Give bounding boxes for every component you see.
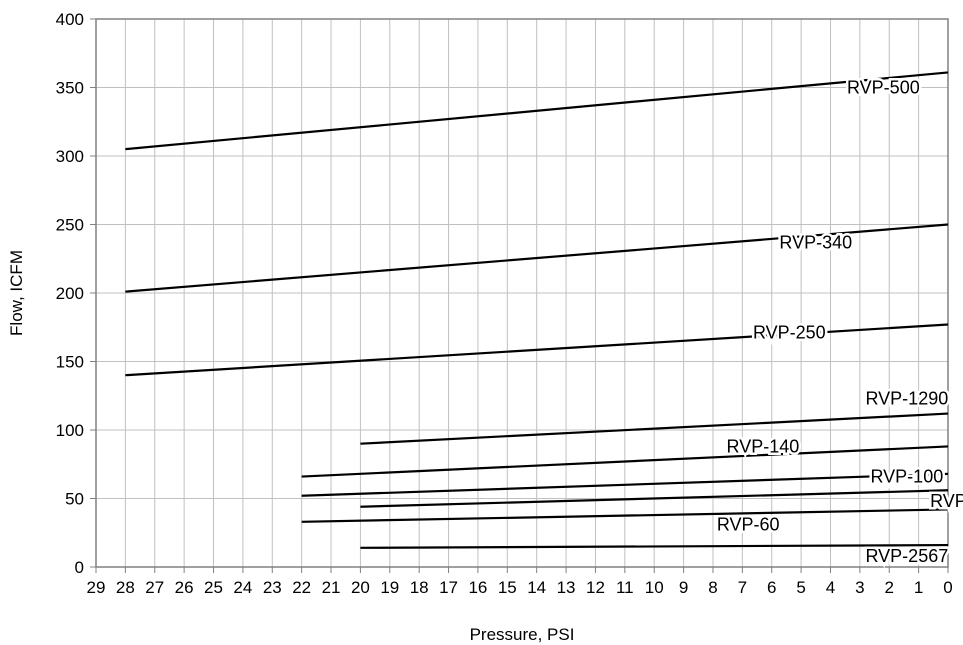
x-tick-label: 9 [679, 578, 688, 597]
x-tick-label: 18 [410, 578, 429, 597]
y-tick-label: 0 [75, 558, 84, 577]
x-axis-title: Pressure, PSI [470, 625, 575, 644]
y-tick-label: 50 [65, 490, 84, 509]
x-tick-label: 7 [738, 578, 747, 597]
x-tick-label: 12 [586, 578, 605, 597]
series-label: RVP-500 [847, 78, 920, 98]
x-tick-label: 1 [914, 578, 923, 597]
x-tick-label: 24 [233, 578, 252, 597]
x-tick-label: 5 [796, 578, 805, 597]
x-tick-label: 10 [645, 578, 664, 597]
x-tick-label: 29 [87, 578, 106, 597]
x-tick-label: 11 [616, 578, 634, 597]
x-tick-label: 0 [943, 578, 952, 597]
x-tick-label: 6 [767, 578, 776, 597]
series-line [301, 445, 949, 478]
x-tick-label: 28 [116, 578, 135, 597]
y-axis-title: Flow, ICFM [7, 250, 26, 336]
x-tick-label: 8 [708, 578, 717, 597]
x-tick-label: 27 [145, 578, 164, 597]
series-label: RVP-60 [717, 515, 780, 535]
series-label: RVP-140 [727, 436, 800, 456]
x-tick-label: 17 [439, 578, 458, 597]
series-label: RVP-1290 [866, 388, 949, 408]
x-tick-label: 20 [351, 578, 370, 597]
x-tick-label: 15 [498, 578, 517, 597]
y-tick-label: 250 [56, 216, 84, 235]
series-line [125, 223, 949, 293]
series-label: RVP-6066 [930, 491, 963, 511]
x-tick-label: 23 [263, 578, 282, 597]
x-tick-label: 4 [826, 578, 835, 597]
series-line [360, 543, 949, 549]
series-label: RVP-250 [753, 323, 826, 343]
x-tick-label: 26 [175, 578, 194, 597]
series-line [125, 323, 949, 377]
x-tick-label: 19 [380, 578, 399, 597]
y-tick-label: 400 [56, 10, 84, 29]
x-tick-label: 3 [855, 578, 864, 597]
x-tick-label: 22 [292, 578, 311, 597]
x-tick-label: 14 [527, 578, 546, 597]
y-tick-label: 350 [56, 79, 84, 98]
x-tick-label: 2 [885, 578, 894, 597]
series-line [360, 412, 949, 445]
y-tick-label: 100 [56, 421, 84, 440]
series-label: RVP-100 [871, 467, 944, 487]
y-tick-label: 200 [56, 284, 84, 303]
y-tick-label: 300 [56, 147, 84, 166]
x-tick-label: 21 [322, 578, 341, 597]
series-line [125, 71, 949, 151]
x-tick-label: 13 [557, 578, 576, 597]
series-line [301, 472, 949, 497]
x-tick-label: 16 [468, 578, 487, 597]
y-tick-label: 150 [56, 353, 84, 372]
series-label: RVP-340 [779, 232, 852, 252]
series-line [360, 489, 949, 508]
x-tick-label: 25 [204, 578, 223, 597]
series-label: RVP-2567 [866, 546, 949, 566]
series-line [301, 508, 949, 523]
